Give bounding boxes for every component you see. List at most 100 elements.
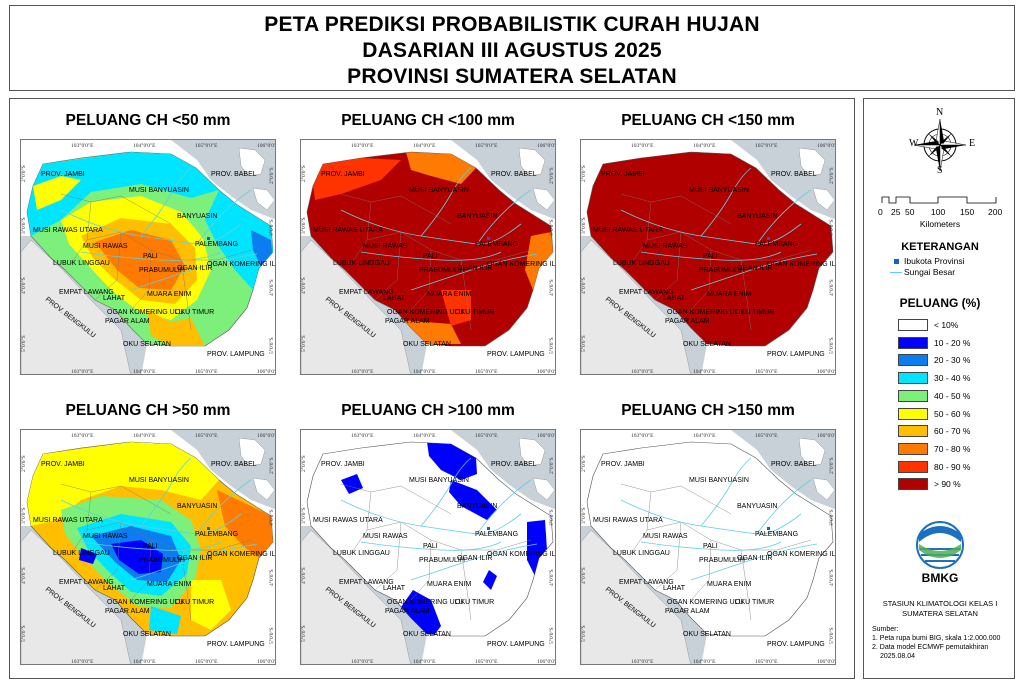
district-boundary [460, 549, 472, 621]
title-line-2: DASARIAN III AGUSTUS 2025 [362, 39, 662, 62]
river [410, 253, 538, 291]
legend-swatch [898, 389, 928, 402]
legend-class-label: 50 - 60 % [934, 408, 971, 419]
map-label-banyuasin: BANYUASIN [177, 503, 217, 510]
probability-zone [313, 158, 401, 200]
map-label-prov-babel: PROV. BABEL [771, 461, 817, 468]
tick-label-bottom: 106°0'0"E [537, 368, 556, 375]
island [238, 147, 266, 177]
map-label-palembang: PALEMBANG [195, 241, 238, 248]
map-frame[interactable]: 103°0'0"E 103°0'0"E 104°0'0"E 104°0'0"E 105°… [20, 429, 276, 665]
map-label-lahat: LAHAT [383, 585, 406, 592]
tick-label-bottom: 106°0'0"E [537, 658, 556, 665]
tick-label-left: 3°0'0"S [301, 507, 307, 524]
river [620, 209, 802, 245]
tick-label-bottom: 104°0'0"E [693, 368, 716, 375]
map-label-ogan-komering-ilir: OGAN KOMERING ILIR [767, 551, 836, 558]
bengkulu-region [301, 529, 411, 664]
map-label-ogan-ilir: OGAN ILIR [177, 555, 212, 562]
district-boundary [680, 485, 732, 515]
tick-label-bottom: 105°0'0"E [755, 658, 778, 665]
map-label-ogan-komering-ilir: OGAN KOMERING ILIR [767, 261, 836, 268]
tick-label-top: 106°0'0"E [257, 142, 276, 149]
map-label-prov-jambi: PROV. JAMBI [41, 171, 85, 178]
bmkg-name: BMKG [921, 571, 959, 585]
map-label-oku-timur: OGAN KOMERING ULU [667, 309, 744, 316]
tick-label-left: 5°0'0"S [21, 335, 27, 352]
tick-label-top: 105°0'0"E [755, 432, 778, 439]
tick-label-bottom: 105°0'0"E [195, 368, 218, 375]
panel-ch-gt-150: PELUANG CH >150 mm 103°0'0"E 103°0'0"E 104… [574, 389, 842, 665]
map-label-muara-enim: MUARA ENIM [427, 581, 472, 588]
tick-label-left: 3°0'0"S [581, 507, 587, 524]
probability-zones [313, 152, 553, 344]
district-boundary [86, 231, 182, 261]
map-frame[interactable]: 103°0'0"E 103°0'0"E 104°0'0"E 104°0'0"E 105°… [300, 139, 556, 375]
source-3: 2025.08.04 [880, 653, 916, 660]
tick-label-bottom: 104°0'0"E [413, 658, 436, 665]
tick-label-right: 2°0'0"S [828, 457, 835, 474]
river [690, 543, 818, 581]
island [238, 437, 266, 467]
panel-ch-gt-50: PELUANG CH >50 mm 103°0'0"E 103°0'0"E 104°… [14, 389, 282, 665]
map-label-musi-banyuasin: MUSI BANYUASIN [409, 187, 469, 194]
legend-panel: N S W E 0 25 50 100 150 200 Kilometers K… [863, 98, 1015, 679]
map-frame[interactable]: 103°0'0"E 103°0'0"E 104°0'0"E 104°0'0"E 105°… [580, 429, 836, 665]
probability-zone [525, 232, 553, 290]
district-boundary [646, 521, 742, 551]
district-boundary [180, 259, 192, 331]
map-label-oku-selatan: OKU SELATAN [123, 341, 171, 348]
legend-class-row: 20 - 30 % [898, 354, 1008, 368]
tick-label-right: 3°0'0"S [548, 509, 555, 526]
legend-class-label: 40 - 50 % [934, 390, 971, 401]
scale-tick-25: 25 [891, 207, 901, 217]
legend-class-row: 50 - 60 % [898, 407, 1008, 422]
map-label-pali: PALI [143, 543, 158, 550]
map-label-musi-banyuasin: MUSI BANYUASIN [409, 477, 469, 484]
sungai-line-icon [890, 272, 902, 273]
map-frame[interactable]: 103°0'0"E 103°0'0"E 104°0'0"E 104°0'0"E 105°… [20, 139, 276, 375]
map-label-lubuk-linggau: LUBUK LINGGAU [613, 550, 670, 557]
tick-label-right: 4°0'0"S [828, 569, 835, 586]
map-label-oku-timur: OGAN KOMERING ULU [107, 599, 184, 606]
tick-label-right: 2°0'0"S [548, 167, 555, 184]
map-label-oku-timur: OGAN KOMERING ULU [387, 599, 464, 606]
river [700, 457, 752, 527]
tick-label-right: 5°0'0"S [828, 337, 835, 354]
map-label-prov-lampung: PROV. LAMPUNG [767, 351, 825, 358]
river [140, 457, 192, 527]
legend-class-row: 60 - 70 % [898, 425, 1008, 439]
scale-tick-0: 0 [878, 207, 883, 217]
panel-title: PELUANG CH >150 mm [621, 402, 795, 419]
tick-label-top: 105°0'0"E [475, 142, 498, 149]
map-label-empat-lawang: EMPAT LAWANG [59, 579, 114, 586]
island [812, 187, 835, 211]
map-label-musi-banyuasin: MUSI BANYUASIN [689, 187, 749, 194]
compass-e: E [969, 138, 976, 149]
map-label-palembang: PALEMBANG [195, 531, 238, 538]
title-box: PETA PREDIKSI PROBABILISTIK CURAH HUJAN … [9, 5, 1015, 91]
map-label-lahat: LAHAT [383, 295, 406, 302]
tick-label-right: 5°0'0"S [268, 627, 275, 644]
legend-swatch [898, 319, 928, 331]
island [798, 437, 826, 467]
source-1: 1. Peta rupa bumi BIG, skala 1:2.000.000 [872, 635, 1001, 642]
map-frame[interactable]: 103°0'0"E 103°0'0"E 104°0'0"E 104°0'0"E 105°… [580, 139, 836, 375]
map-label-musi-rawas-utara: MUSI RAWAS UTARA [313, 227, 383, 234]
title-line-1: PETA PREDIKSI PROBABILISTIK CURAH HUJAN [264, 13, 760, 36]
district-boundary [366, 231, 462, 261]
map-label-empat-lawang: EMPAT LAWANG [339, 289, 394, 296]
province-land [586, 441, 834, 637]
map-label-prov-lampung: PROV. LAMPUNG [207, 641, 265, 648]
map-label-pagar-alam: PAGAR ALAM [665, 318, 710, 325]
map-frame[interactable]: 103°0'0"E 103°0'0"E 104°0'0"E 104°0'0"E 105°… [300, 429, 556, 665]
island [532, 187, 555, 211]
tick-label-bottom: 105°0'0"E [475, 658, 498, 665]
legend-class-row: 10 - 20 % [898, 336, 1008, 351]
probability-zone [427, 442, 477, 480]
map-label-pagar-alam: PAGAR ALAM [105, 608, 150, 615]
source-2: 2. Data model ECMWF pemutakhiran [872, 644, 989, 651]
map-label-pali: PALI [703, 543, 718, 550]
river [756, 479, 812, 535]
map-label-pali: PALI [423, 543, 438, 550]
